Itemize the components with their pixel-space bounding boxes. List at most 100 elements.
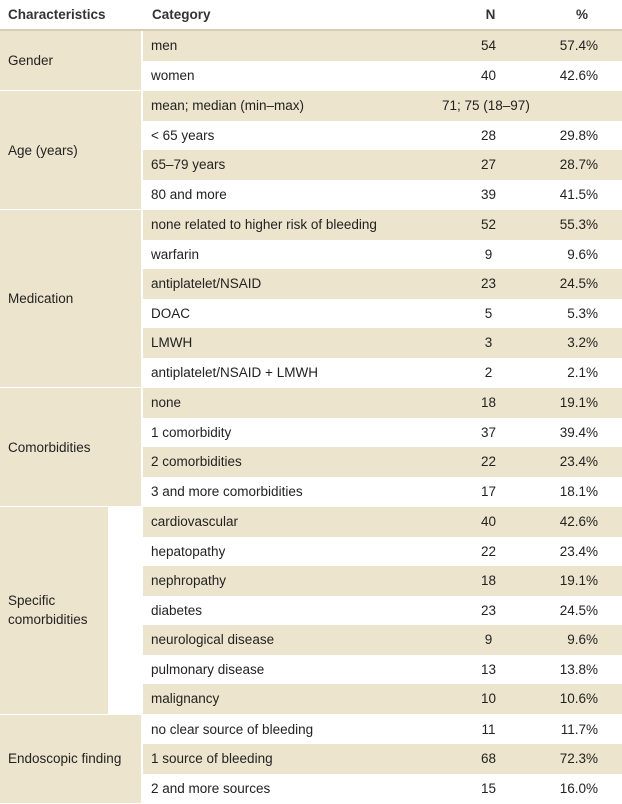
percent-cell: 13.8%: [553, 662, 620, 677]
percent-cell: 24.5%: [553, 603, 620, 618]
percent-cell: 29.8%: [553, 128, 620, 143]
category-cell: diabetes: [143, 603, 424, 618]
count-cell: 28: [424, 128, 553, 143]
category-cell: men: [143, 38, 424, 53]
percent-cell: 42.6%: [553, 514, 620, 529]
header-characteristics: Characteristics: [0, 7, 143, 22]
table-header: Characteristics Category N %: [0, 0, 622, 31]
count-cell: 37: [424, 425, 553, 440]
count-cell: 15: [424, 781, 553, 796]
category-cell: LMWH: [143, 335, 424, 350]
category-cell: antiplatelet/NSAID + LMWH: [143, 365, 424, 380]
group-label: Gender: [0, 31, 143, 90]
count-cell: 22: [424, 544, 553, 559]
percent-cell: 9.6%: [553, 247, 620, 262]
count-cell: 52: [424, 217, 553, 232]
count-cell: 23: [424, 603, 553, 618]
category-cell: DOAC: [143, 306, 424, 321]
percent-cell: 41.5%: [553, 187, 620, 202]
percent-cell: 55.3%: [553, 217, 620, 232]
count-cell: 39: [424, 187, 553, 202]
header-category: Category: [143, 7, 426, 22]
category-cell: < 65 years: [143, 128, 424, 143]
percent-cell: 39.4%: [553, 425, 620, 440]
percent-cell: 24.5%: [553, 276, 620, 291]
category-cell: malignancy: [143, 691, 424, 706]
count-cell: 11: [424, 722, 553, 737]
group-label: Age (years): [0, 91, 143, 209]
count-cell: 18: [424, 573, 553, 588]
count-cell: 13: [424, 662, 553, 677]
count-cell: 18: [424, 395, 553, 410]
percent-cell: 23.4%: [553, 454, 620, 469]
percent-cell: 23.4%: [553, 544, 620, 559]
category-cell: cardiovascular: [143, 514, 424, 529]
group-label: Comorbidities: [0, 388, 143, 506]
count-cell: 23: [424, 276, 553, 291]
category-cell: nephropathy: [143, 573, 424, 588]
count-cell: 5: [424, 306, 553, 321]
percent-cell: 28.7%: [553, 157, 620, 172]
percent-cell: 72.3%: [553, 751, 620, 766]
category-cell: 65–79 years: [143, 157, 424, 172]
merged-value-cell: 71; 75 (18–97): [424, 98, 620, 113]
category-cell: 2 comorbidities: [143, 454, 424, 469]
percent-cell: 11.7%: [553, 722, 620, 737]
percent-cell: 19.1%: [553, 395, 620, 410]
category-cell: 3 and more comorbidities: [143, 484, 424, 499]
category-cell: 1 comorbidity: [143, 425, 424, 440]
percent-cell: 5.3%: [553, 306, 620, 321]
percent-cell: 2.1%: [553, 365, 620, 380]
group-label: Medication: [0, 210, 143, 387]
category-cell: neurological disease: [143, 632, 424, 647]
count-cell: 27: [424, 157, 553, 172]
count-cell: 9: [424, 247, 553, 262]
table-row: mean; median (min–max)71; 75 (18–97): [143, 91, 622, 121]
category-cell: 1 source of bleeding: [143, 751, 424, 766]
count-cell: 40: [424, 68, 553, 83]
row-group: Age (years)mean; median (min–max)71; 75 …: [0, 91, 622, 210]
percent-cell: 42.6%: [553, 68, 620, 83]
percent-cell: 3.2%: [553, 335, 620, 350]
category-cell: women: [143, 68, 424, 83]
count-cell: 3: [424, 335, 553, 350]
header-percent: %: [555, 7, 622, 22]
category-cell: antiplatelet/NSAID: [143, 276, 424, 291]
header-n: N: [426, 7, 555, 22]
count-cell: 54: [424, 38, 553, 53]
count-cell: 22: [424, 454, 553, 469]
category-cell: warfarin: [143, 247, 424, 262]
percent-cell: 18.1%: [553, 484, 620, 499]
count-cell: 17: [424, 484, 553, 499]
percent-cell: 57.4%: [553, 38, 620, 53]
count-cell: 68: [424, 751, 553, 766]
count-cell: 9: [424, 632, 553, 647]
